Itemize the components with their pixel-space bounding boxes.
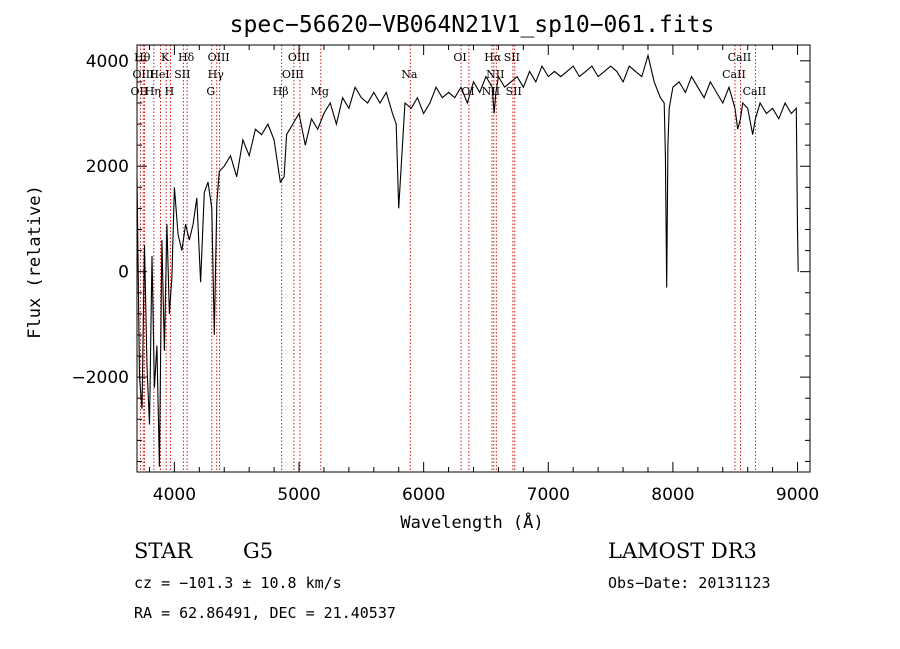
line-marker-label: Hβ (273, 85, 289, 98)
line-marker-label: Hα (484, 51, 502, 64)
ra-dec-coordinates: RA = 62.86491, DEC = 21.40537 (134, 604, 396, 622)
spectrum-series-line (136, 53, 799, 467)
line-marker-label: Mg (311, 85, 329, 98)
observation-date: Obs−Date: 20131123 (608, 574, 771, 592)
chart-title: spec−56620−VB064N21V1_sp10−061.fits (230, 12, 715, 38)
y-tick-label: 4000 (86, 52, 129, 72)
line-marker-label: CaII (722, 68, 746, 81)
line-marker-label-layer: OIIHθOIIIHηHeIKHSIIHδGHγOIIIHβOIIIOIIIMg… (131, 51, 767, 98)
x-tick-label: 4000 (153, 485, 196, 505)
line-marker-label: K (161, 51, 170, 64)
line-marker-label: OIII (288, 51, 310, 64)
y-tick-label: −2000 (71, 368, 129, 388)
y-tick-label: 2000 (86, 157, 129, 177)
x-axis-ticks: 4000 5000 6000 7000 8000 9000 (148, 45, 819, 505)
x-tick-label: 8000 (651, 485, 694, 505)
plot-frame (136, 44, 811, 473)
line-marker-label: OII (131, 85, 149, 98)
x-tick-label: 9000 (776, 485, 819, 505)
line-marker-label: G (206, 85, 215, 98)
y-axis-ticks: −2000 0 2000 4000 (71, 52, 810, 462)
x-tick-label: 7000 (527, 485, 570, 505)
y-tick-label: 0 (118, 263, 129, 283)
line-marker-label: OIII (208, 51, 230, 64)
line-marker-label: OIII (282, 68, 304, 81)
line-marker-label: OIII (132, 68, 154, 81)
line-marker-label: HeI (149, 68, 169, 81)
y-axis-label: Flux (relative) (25, 185, 45, 339)
x-tick-label: 6000 (402, 485, 445, 505)
line-marker-label: OI (453, 51, 466, 64)
line-marker-label: Na (401, 68, 418, 81)
line-marker-label: SII (506, 85, 522, 98)
line-marker-label: H (165, 85, 175, 98)
line-marker-label: Hδ (178, 51, 195, 64)
redshift-velocity: cz = −101.3 ± 10.8 km/s (134, 574, 342, 592)
x-tick-label: 5000 (277, 485, 320, 505)
line-marker-label: NII (482, 85, 500, 98)
line-marker-label: Hγ (208, 68, 225, 81)
line-marker-label: SII (174, 68, 190, 81)
line-marker-label: SII (504, 51, 520, 64)
line-marker-label: NII (486, 68, 504, 81)
line-marker-label: Hη (145, 85, 161, 98)
x-axis-label: Wavelength (Å) (400, 511, 543, 533)
line-marker-layer (139, 45, 756, 472)
survey-name: LAMOST DR3 (608, 539, 757, 563)
line-marker-label: CaII (743, 85, 767, 98)
object-subclass: G5 (243, 539, 274, 563)
line-marker-label: CaII (728, 51, 752, 64)
object-class: STAR (134, 539, 193, 563)
